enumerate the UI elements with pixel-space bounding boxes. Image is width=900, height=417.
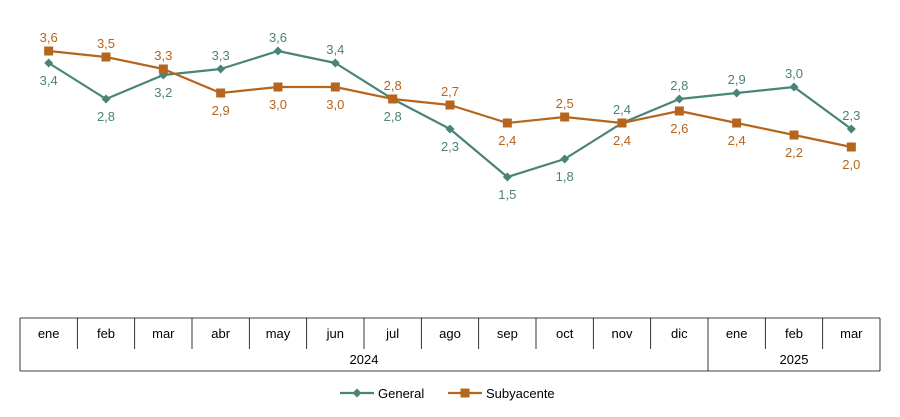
x-tick-label: feb <box>785 326 803 341</box>
marker-subyacente <box>502 118 512 128</box>
data-label-general: 1,5 <box>498 187 516 202</box>
marker-subyacente <box>216 88 226 98</box>
x-tick-label: jul <box>385 326 399 341</box>
marker-subyacente <box>158 64 168 74</box>
data-label-subyacente: 2,5 <box>556 96 574 111</box>
marker-subyacente <box>330 82 340 92</box>
data-label-general: 2,4 <box>613 102 631 117</box>
data-label-subyacente: 2,4 <box>498 133 516 148</box>
data-label-general: 3,4 <box>40 73 58 88</box>
x-tick-label: nov <box>612 326 633 341</box>
x-tick-label: ene <box>38 326 60 341</box>
marker-subyacente <box>101 52 111 62</box>
data-label-general: 3,4 <box>326 42 344 57</box>
year-label: 2025 <box>780 352 809 367</box>
data-label-general: 2,8 <box>384 109 402 124</box>
x-tick-label: dic <box>671 326 688 341</box>
data-label-subyacente: 3,3 <box>154 48 172 63</box>
x-tick-label: ene <box>726 326 748 341</box>
legend-marker-subyacente <box>460 388 470 398</box>
series-markers <box>44 46 856 182</box>
marker-general <box>273 46 283 56</box>
data-label-subyacente: 3,0 <box>269 97 287 112</box>
category-axis-table: ene feb mar abr may jun jul ago sep oct nov dic ene f… <box>19 317 881 372</box>
marker-subyacente <box>789 130 799 140</box>
marker-subyacente <box>846 142 856 152</box>
data-label-subyacente: 2,0 <box>842 157 860 172</box>
marker-subyacente <box>388 94 398 104</box>
data-label-subyacente: 2,4 <box>728 133 746 148</box>
data-label-general: 1,8 <box>556 169 574 184</box>
marker-subyacente <box>44 46 54 56</box>
legend: General Subyacente <box>340 386 555 401</box>
x-tick-label: may <box>266 326 291 341</box>
data-label-subyacente: 2,9 <box>212 103 230 118</box>
marker-subyacente <box>732 118 742 128</box>
marker-general <box>502 172 512 182</box>
legend-marker-general <box>352 388 362 398</box>
data-label-general: 3,6 <box>269 30 287 45</box>
data-label-subyacente: 2,8 <box>384 78 402 93</box>
x-tick-label: oct <box>556 326 574 341</box>
data-label-general: 2,8 <box>670 78 688 93</box>
x-tick-label: abr <box>211 326 230 341</box>
data-labels: 3,4 2,8 3,2 3,3 3,6 3,4 2,8 2,3 1,5 1,8 2,4 2,8 2,9 3… <box>40 30 861 202</box>
x-tick-label: mar <box>840 326 863 341</box>
data-label-subyacente: 2,6 <box>670 121 688 136</box>
series-line-general <box>48 49 852 179</box>
x-tick-label: ago <box>439 326 461 341</box>
marker-general <box>674 94 684 104</box>
data-label-subyacente: 3,0 <box>326 97 344 112</box>
data-label-general: 2,8 <box>97 109 115 124</box>
legend-entry-general: General <box>378 386 424 401</box>
data-label-general: 2,3 <box>842 108 860 123</box>
marker-general <box>789 82 799 92</box>
marker-general <box>44 58 54 68</box>
data-label-general: 2,3 <box>441 139 459 154</box>
marker-subyacente <box>560 112 570 122</box>
marker-subyacente <box>273 82 283 92</box>
data-label-subyacente: 3,6 <box>40 30 58 45</box>
marker-general <box>732 88 742 98</box>
x-tick-label: mar <box>152 326 175 341</box>
x-tick-label: jun <box>326 326 344 341</box>
data-label-general: 3,2 <box>154 85 172 100</box>
x-tick-label: sep <box>497 326 518 341</box>
data-label-general: 3,0 <box>785 66 803 81</box>
marker-general <box>216 64 226 74</box>
marker-general <box>846 124 856 134</box>
data-label-general: 2,9 <box>728 72 746 87</box>
data-label-subyacente: 2,7 <box>441 84 459 99</box>
marker-general <box>560 154 570 164</box>
year-label: 2024 <box>350 352 379 367</box>
series-lines <box>48 49 852 179</box>
marker-general <box>445 124 455 134</box>
data-label-subyacente: 2,4 <box>613 133 631 148</box>
marker-general <box>330 58 340 68</box>
marker-subyacente <box>445 100 455 110</box>
legend-entry-subyacente: Subyacente <box>486 386 555 401</box>
marker-general <box>101 94 111 104</box>
data-label-general: 3,3 <box>212 48 230 63</box>
data-label-subyacente: 2,2 <box>785 145 803 160</box>
x-tick-label: feb <box>97 326 115 341</box>
data-label-subyacente: 3,5 <box>97 36 115 51</box>
marker-subyacente <box>674 106 684 116</box>
marker-subyacente <box>617 118 627 128</box>
